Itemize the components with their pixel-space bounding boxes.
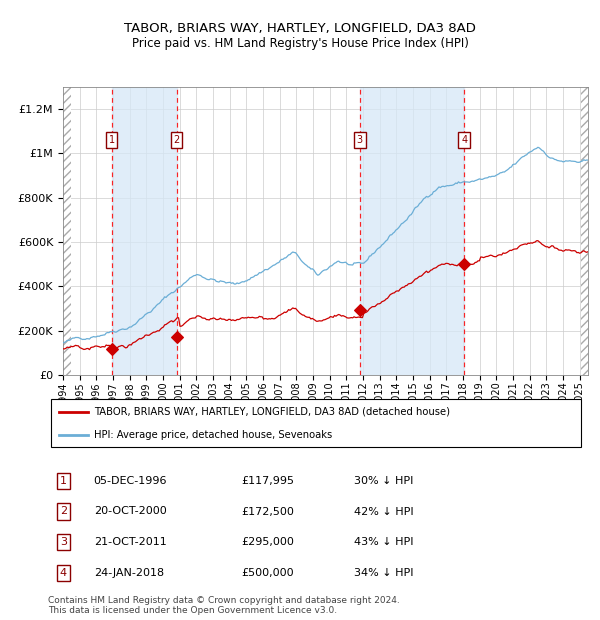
- Text: 4: 4: [461, 135, 467, 145]
- Text: 2: 2: [173, 135, 179, 145]
- Text: 42% ↓ HPI: 42% ↓ HPI: [354, 507, 414, 516]
- Text: 3: 3: [60, 537, 67, 547]
- Text: £295,000: £295,000: [241, 537, 294, 547]
- Text: 1: 1: [60, 476, 67, 486]
- Text: 3: 3: [357, 135, 363, 145]
- Text: Contains HM Land Registry data © Crown copyright and database right 2024.
This d: Contains HM Land Registry data © Crown c…: [48, 596, 400, 615]
- Text: 21-OCT-2011: 21-OCT-2011: [94, 537, 166, 547]
- Text: Price paid vs. HM Land Registry's House Price Index (HPI): Price paid vs. HM Land Registry's House …: [131, 37, 469, 50]
- Point: [355, 304, 365, 314]
- Text: £172,500: £172,500: [241, 507, 294, 516]
- Point: [460, 259, 469, 269]
- Bar: [360, 87, 464, 375]
- Text: 20-OCT-2000: 20-OCT-2000: [94, 507, 166, 516]
- Text: TABOR, BRIARS WAY, HARTLEY, LONGFIELD, DA3 8AD (detached house): TABOR, BRIARS WAY, HARTLEY, LONGFIELD, D…: [94, 407, 449, 417]
- Text: 30% ↓ HPI: 30% ↓ HPI: [354, 476, 413, 486]
- Bar: [63, 87, 71, 375]
- Text: 4: 4: [60, 568, 67, 578]
- Text: 2: 2: [60, 507, 67, 516]
- Bar: [581, 87, 589, 375]
- Text: TABOR, BRIARS WAY, HARTLEY, LONGFIELD, DA3 8AD: TABOR, BRIARS WAY, HARTLEY, LONGFIELD, D…: [124, 22, 476, 35]
- Point: [107, 344, 116, 354]
- Text: HPI: Average price, detached house, Sevenoaks: HPI: Average price, detached house, Seve…: [94, 430, 332, 440]
- Text: 43% ↓ HPI: 43% ↓ HPI: [354, 537, 413, 547]
- Bar: [112, 87, 176, 375]
- Text: 24-JAN-2018: 24-JAN-2018: [94, 568, 164, 578]
- Text: 34% ↓ HPI: 34% ↓ HPI: [354, 568, 413, 578]
- Point: [172, 332, 181, 342]
- Text: £117,995: £117,995: [241, 476, 295, 486]
- Text: 05-DEC-1996: 05-DEC-1996: [94, 476, 167, 486]
- FancyBboxPatch shape: [50, 399, 581, 447]
- Text: £500,000: £500,000: [241, 568, 294, 578]
- Text: 1: 1: [109, 135, 115, 145]
